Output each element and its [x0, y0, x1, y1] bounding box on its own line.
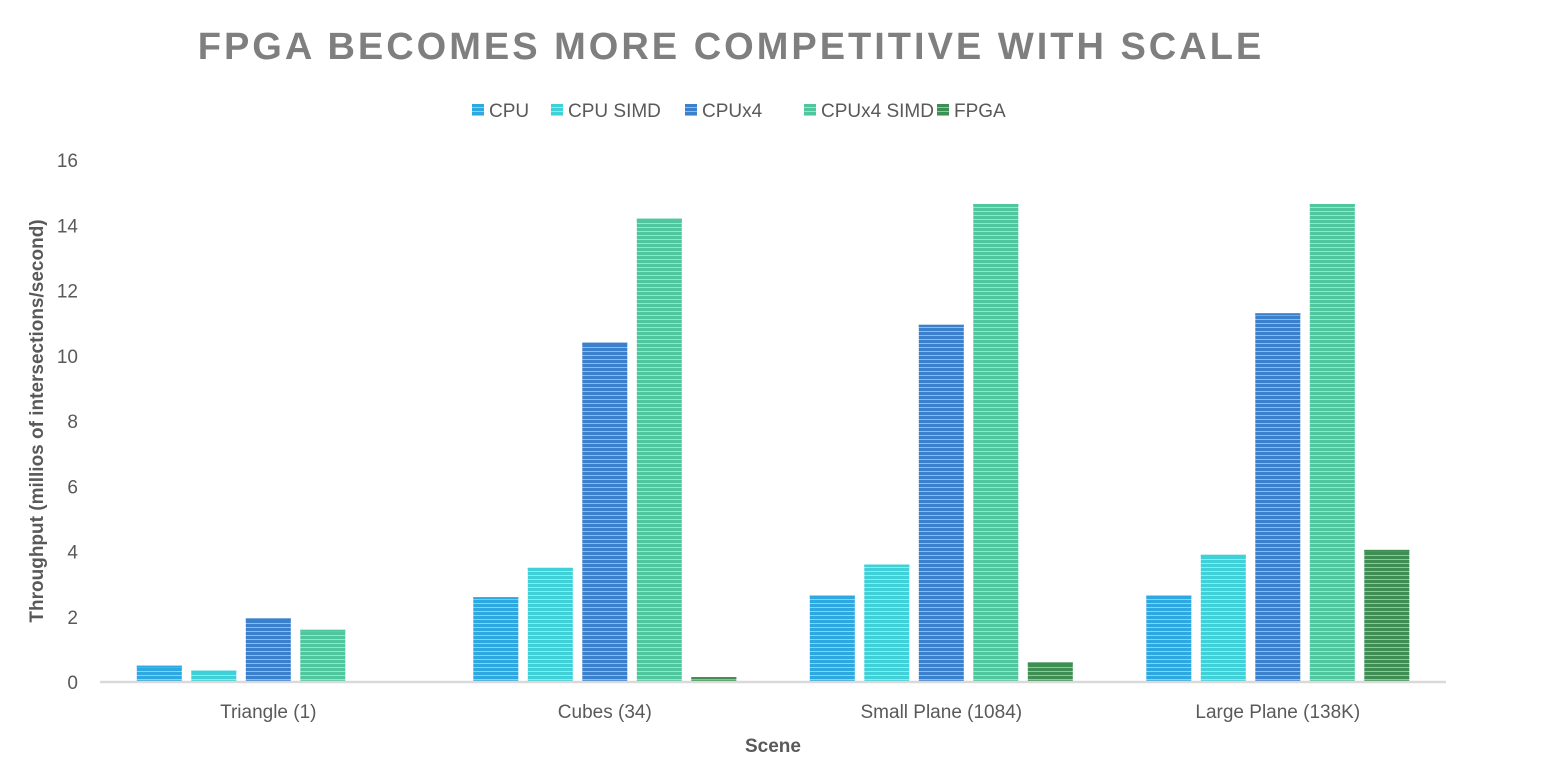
bar-cpux4-simd	[1309, 204, 1355, 682]
y-axis-title: Throughput (millios of intersections/sec…	[27, 219, 48, 622]
legend-label: CPUx4	[702, 101, 763, 122]
bar-top-edge	[191, 670, 237, 673]
bar-cpux4	[582, 342, 628, 682]
bar-cpux4	[1255, 313, 1301, 682]
legend-swatch	[472, 104, 484, 116]
bar-cpux4	[918, 324, 964, 682]
bar-fpga	[691, 677, 737, 682]
x-category-label: Triangle (1)	[220, 702, 316, 723]
bar-cpu	[1146, 595, 1192, 682]
bar-cpu	[136, 665, 182, 682]
bar-top-edge	[1200, 554, 1246, 557]
legend-swatch	[804, 104, 816, 116]
bar-cpu-simd	[1200, 554, 1246, 682]
bar-cpux4-simd	[973, 204, 1019, 682]
bar-top-edge	[473, 597, 519, 600]
y-tick-label: 16	[57, 151, 78, 172]
bar-cpu-simd	[864, 564, 910, 682]
bar-cpu-simd	[191, 670, 237, 682]
x-category-label: Large Plane (138K)	[1195, 702, 1360, 723]
y-tick-label: 10	[57, 347, 78, 368]
bar-top-edge	[582, 342, 628, 345]
bar-top-edge	[691, 677, 737, 680]
legend-label: CPUx4 SIMD	[821, 101, 934, 122]
bar-top-edge	[918, 324, 964, 327]
y-tick-label: 2	[67, 608, 78, 629]
bar-top-edge	[1146, 595, 1192, 598]
bar-top-edge	[636, 218, 682, 221]
x-axis-title: Scene	[745, 736, 801, 757]
bar-top-edge	[864, 564, 910, 567]
legend: CPU CPU SIMD CPUx4 CPUx4 SIMD FPGA	[472, 101, 1006, 122]
chart-title: FPGA BECOMES MORE COMPETITIVE WITH SCALE	[198, 26, 1265, 68]
bar-top-edge	[1255, 313, 1301, 316]
bar-top-edge	[1309, 204, 1355, 206]
bar-fpga	[1027, 662, 1073, 682]
legend-label: CPU SIMD	[568, 101, 661, 122]
legend-label: CPU	[489, 101, 529, 122]
bar-cpu	[473, 597, 519, 682]
x-category-label: Cubes (34)	[558, 702, 652, 723]
bar-top-edge	[809, 595, 855, 598]
bar-cpux4	[245, 618, 291, 682]
bar-top-edge	[527, 567, 573, 570]
bar-top-edge	[1027, 662, 1073, 665]
y-tick-label: 12	[57, 282, 78, 303]
bar-cpux4-simd	[300, 629, 346, 682]
bar-top-edge	[245, 618, 291, 621]
bar-cpu	[809, 595, 855, 682]
legend-swatch	[551, 104, 563, 116]
bar-top-edge	[136, 665, 182, 668]
y-tick-label: 6	[67, 477, 78, 498]
bars	[136, 204, 1410, 682]
x-axis-category-labels: Triangle (1) Cubes (34) Small Plane (1084)…	[220, 702, 1360, 723]
y-tick-label: 4	[67, 543, 78, 564]
legend-label: FPGA	[954, 101, 1006, 122]
y-axis-ticks: 0 2 4 6 8 10 12 14 16	[57, 151, 79, 694]
legend-swatch	[685, 104, 697, 116]
y-tick-label: 0	[67, 673, 78, 694]
bar-cpux4-simd	[636, 218, 682, 682]
y-tick-label: 14	[57, 216, 79, 237]
bar-top-edge	[1364, 549, 1410, 552]
bar-fpga	[1364, 549, 1410, 682]
bar-top-edge	[300, 629, 346, 632]
y-tick-label: 8	[67, 412, 78, 433]
bar-cpu-simd	[527, 567, 573, 682]
x-category-label: Small Plane (1084)	[861, 702, 1023, 723]
bar-top-edge	[973, 204, 1019, 206]
legend-swatch	[937, 104, 949, 116]
